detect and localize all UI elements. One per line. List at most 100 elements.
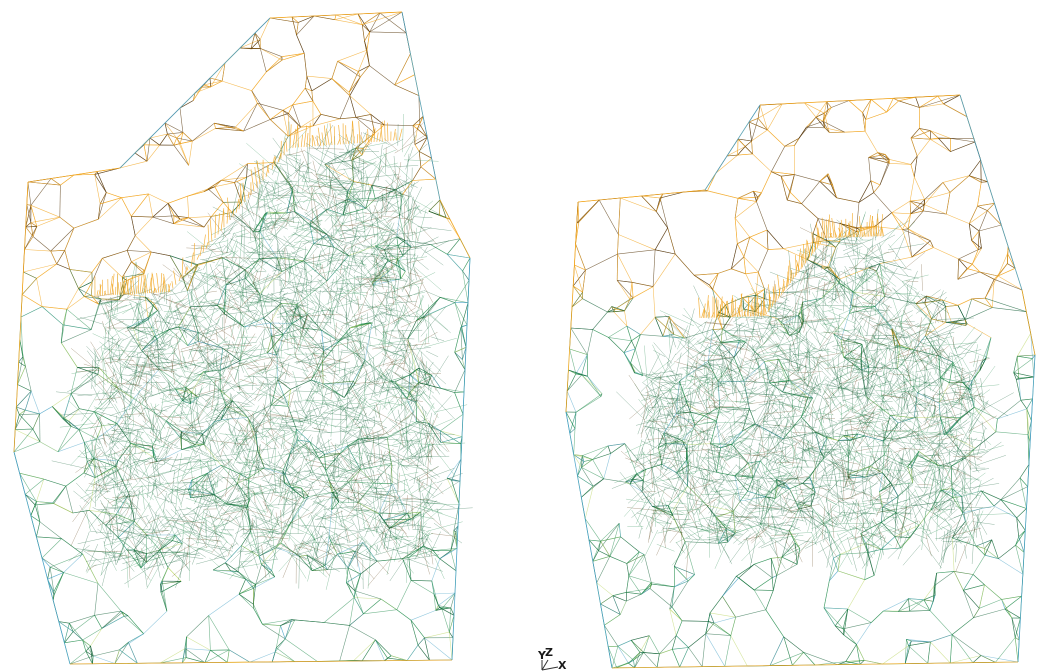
left-mesh-edge xyxy=(70,367,100,394)
left-mesh-edge xyxy=(155,530,164,553)
left-mesh-edge xyxy=(389,511,421,529)
left-mesh-edge xyxy=(282,110,301,128)
left-mesh-edge xyxy=(360,65,370,78)
left-mesh-edge xyxy=(73,218,99,229)
left-mesh-edge xyxy=(150,361,180,364)
left-mesh-edge xyxy=(277,379,291,390)
left-mesh-edge xyxy=(296,22,299,35)
left-mesh-edge xyxy=(152,216,174,224)
left-mesh-edge xyxy=(254,32,261,40)
left-mesh-edge xyxy=(311,379,324,385)
left-mesh-edge xyxy=(30,501,37,516)
left-mesh-edge xyxy=(312,114,322,127)
left-mesh-edge xyxy=(238,545,242,572)
left-mesh-edge xyxy=(291,304,298,324)
left-mesh-edge xyxy=(78,288,92,296)
left-mesh-edge xyxy=(351,160,354,182)
left-mesh-edge xyxy=(382,383,407,410)
left-mesh-edge xyxy=(348,481,358,503)
left-mesh-edge xyxy=(250,531,260,557)
left-mesh-edge xyxy=(361,535,379,554)
left-mesh-edge xyxy=(168,513,181,536)
left-mesh-edge xyxy=(153,303,158,311)
left-mesh-edge xyxy=(395,189,403,196)
left-mesh-edge xyxy=(388,301,417,304)
left-mesh-edge xyxy=(409,382,419,393)
left-mesh-edge xyxy=(347,445,361,470)
left-mesh-edge xyxy=(208,615,211,651)
left-mesh-edge xyxy=(270,322,292,324)
left-mesh-edge xyxy=(372,264,397,286)
left-mesh-edge xyxy=(253,226,279,233)
left-mesh-edge xyxy=(159,534,176,551)
left-mesh-edge xyxy=(122,612,125,617)
left-mesh-edge xyxy=(226,278,246,286)
left-mesh-edge xyxy=(408,557,412,581)
left-mesh-edge xyxy=(280,280,282,309)
left-mesh-edge xyxy=(357,502,379,514)
left-mesh-edge xyxy=(453,503,460,531)
left-mesh-edge xyxy=(245,578,254,589)
left-mesh-edge xyxy=(170,471,175,504)
left-mesh-edge xyxy=(188,480,192,490)
left-mesh-edge xyxy=(283,474,286,484)
left-mesh-edge xyxy=(402,545,424,559)
left-mesh-edge xyxy=(68,400,94,425)
left-mesh-edge xyxy=(191,371,204,393)
left-mesh-edge xyxy=(133,549,147,563)
left-mesh-edge xyxy=(32,236,51,252)
left-mesh-edge xyxy=(267,231,295,247)
left-mesh-edge xyxy=(365,198,376,209)
left-mesh-edge xyxy=(129,301,141,326)
left-mesh-edge xyxy=(257,102,283,111)
left-mesh-edge xyxy=(359,174,399,179)
left-mesh-edge xyxy=(358,160,377,165)
left-mesh-edge xyxy=(191,472,208,481)
left-mesh-edge xyxy=(390,374,410,382)
left-mesh-edge xyxy=(358,49,368,72)
left-mesh-edge xyxy=(222,80,252,91)
left-mesh-edge xyxy=(440,297,469,303)
left-mesh-edge xyxy=(224,313,245,328)
left-mesh-edge xyxy=(332,364,368,373)
left-mesh-edge xyxy=(255,387,289,406)
left-mesh-edge xyxy=(271,336,278,356)
left-mesh-edge xyxy=(94,167,121,175)
left-mesh-edge xyxy=(16,406,26,411)
left-mesh-edge xyxy=(415,402,429,424)
left-mesh-edge xyxy=(122,273,145,278)
left-mesh-edge xyxy=(176,137,181,144)
left-mesh-edge xyxy=(271,371,286,389)
left-mesh-edge xyxy=(264,467,286,475)
left-mesh-edge xyxy=(84,442,88,462)
left-mesh-edge xyxy=(397,440,413,470)
left-mesh-edge xyxy=(355,412,368,428)
left-mesh-edge xyxy=(25,478,44,495)
left-mesh-edge xyxy=(331,78,351,96)
left-mesh-edge xyxy=(453,530,458,549)
left-mesh-edge xyxy=(226,529,239,546)
left-mesh-edge xyxy=(371,185,376,199)
left-mesh-edge xyxy=(230,570,239,573)
left-mesh-edge xyxy=(440,430,461,444)
left-mesh-edge xyxy=(338,322,371,342)
left-mesh-edge xyxy=(221,62,226,82)
left-mesh-edge xyxy=(221,179,235,183)
left-mesh-edge xyxy=(364,360,391,382)
left-mesh-edge xyxy=(423,504,446,524)
left-mesh-edge xyxy=(317,552,333,560)
left-mesh-edge xyxy=(140,561,147,569)
left-mesh-edge xyxy=(134,152,148,162)
left-mesh-edge xyxy=(375,189,396,199)
left-mesh-edge xyxy=(132,327,142,351)
left-mesh-edge xyxy=(277,248,291,277)
left-mesh-edge xyxy=(175,534,183,544)
left-mesh-edge xyxy=(241,531,252,546)
left-mesh-edge xyxy=(167,567,182,582)
left-mesh-edge xyxy=(247,199,255,217)
left-mesh-edge xyxy=(410,620,419,646)
left-mesh-edge xyxy=(311,565,326,571)
left-mesh-edge xyxy=(304,306,321,336)
